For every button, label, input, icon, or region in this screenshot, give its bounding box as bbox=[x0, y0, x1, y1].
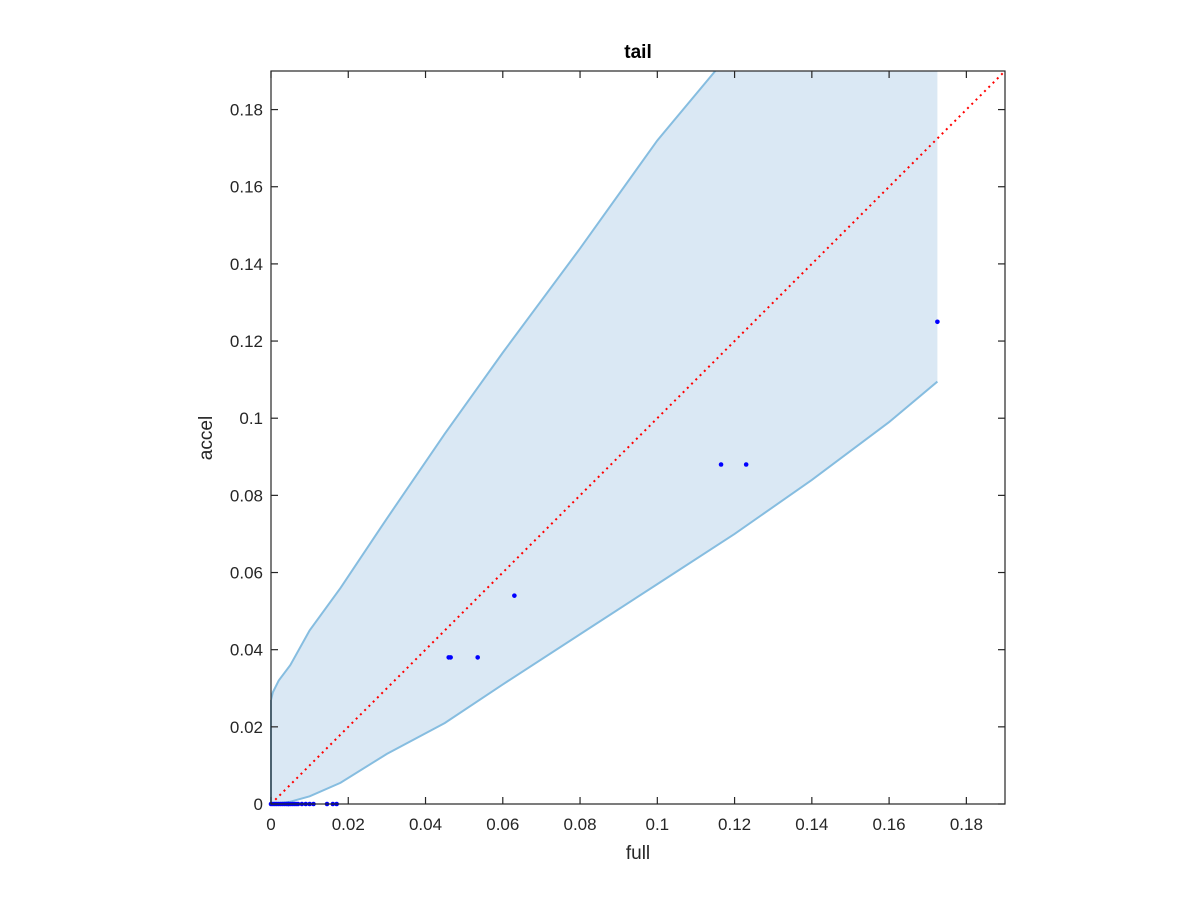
x-tick-label: 0.12 bbox=[718, 815, 751, 834]
x-tick-label: 0.04 bbox=[409, 815, 442, 834]
y-tick-label: 0.14 bbox=[230, 255, 263, 274]
y-tick-label: 0.18 bbox=[230, 101, 263, 120]
x-tick-label: 0.06 bbox=[486, 815, 519, 834]
data-point bbox=[512, 593, 517, 598]
y-tick-label: 0.1 bbox=[239, 409, 263, 428]
y-tick-label: 0 bbox=[254, 795, 263, 814]
data-point bbox=[743, 462, 749, 467]
x-tick-label: 0.08 bbox=[564, 815, 597, 834]
y-tick-label: 0.08 bbox=[230, 486, 263, 505]
y-tick-label: 0.04 bbox=[230, 641, 263, 660]
x-tick-label: 0.14 bbox=[795, 815, 828, 834]
band-fill bbox=[271, 71, 938, 804]
y-tick-label: 0.06 bbox=[230, 564, 263, 583]
y-tick-label: 0.12 bbox=[230, 332, 263, 351]
x-tick-label: 0.18 bbox=[950, 815, 983, 834]
y-tick-label: 0.02 bbox=[230, 718, 263, 737]
data-point bbox=[475, 655, 480, 660]
plot-frame bbox=[270, 70, 1006, 805]
data-point bbox=[718, 462, 724, 467]
data-point bbox=[935, 319, 940, 325]
reference-line bbox=[271, 71, 1005, 804]
band-upper-edge bbox=[271, 71, 717, 701]
x-tick-label: 0.16 bbox=[873, 815, 906, 834]
x-tick-label: 0.1 bbox=[645, 815, 669, 834]
band-lower-edge bbox=[271, 380, 939, 804]
x-tick-label: 0.02 bbox=[332, 815, 365, 834]
chart-title: tail bbox=[624, 42, 651, 63]
identity-line bbox=[271, 71, 1005, 804]
y-axis-label: accel bbox=[196, 416, 217, 460]
y-tick-label: 0.16 bbox=[230, 178, 263, 197]
x-axis-label: full bbox=[626, 843, 650, 864]
axes: 0 0.02 0.04 0.06 0.08 0.1 0.12 0.14 0.16 0.18 0 0.0… bbox=[230, 70, 1006, 834]
x-tick-label: 0 bbox=[266, 815, 275, 834]
data-point bbox=[448, 655, 453, 660]
confidence-band bbox=[270, 71, 1005, 804]
